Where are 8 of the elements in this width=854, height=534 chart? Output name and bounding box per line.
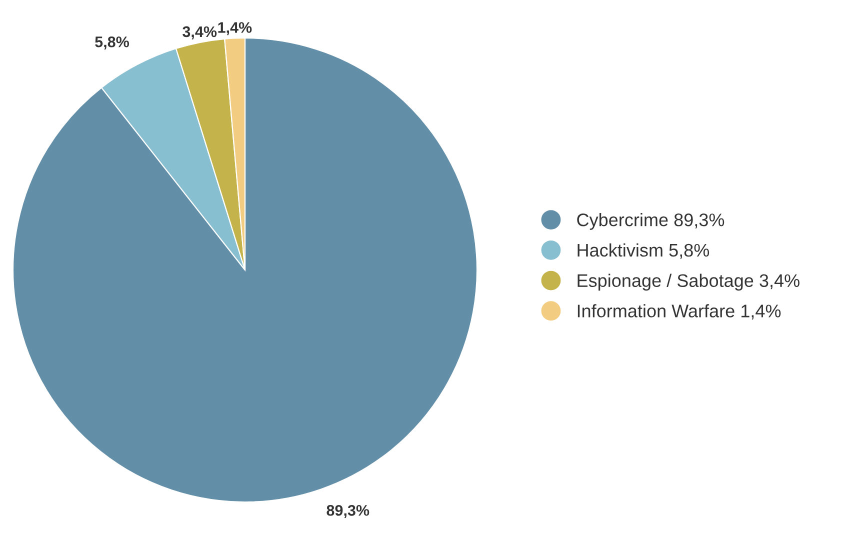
legend-label: Espionage / Sabotage 3,4% [578, 274, 800, 291]
legend-label: Cybercrime 89,3% [577, 213, 724, 230]
legend-label: Hacktivism 5,8% [578, 243, 710, 259]
data-label: 5,8% [95, 36, 130, 50]
data-label: 89,3% [326, 504, 370, 518]
legend-label: Information Warfare 1,4% [578, 304, 781, 320]
data-label: 1,4% [218, 22, 252, 36]
data-label: 3,4% [182, 26, 217, 40]
